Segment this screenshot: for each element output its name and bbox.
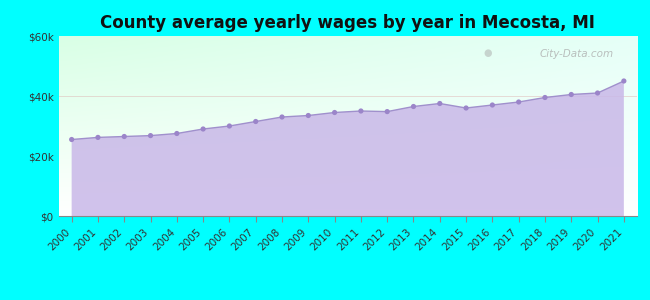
Point (119, 134, 129, 139)
Point (540, 95, 550, 100)
Point (198, 127, 208, 131)
Point (224, 124, 235, 128)
Point (303, 113, 313, 118)
Point (330, 110, 340, 115)
Polygon shape (72, 81, 624, 216)
Point (514, 100, 524, 104)
Point (66, 137, 77, 142)
Text: City-Data.com: City-Data.com (540, 49, 614, 58)
Point (461, 106, 471, 110)
Point (566, 92, 577, 97)
Point (488, 103, 498, 107)
Point (93, 135, 103, 140)
Point (592, 91, 603, 95)
Point (172, 131, 182, 136)
Title: County average yearly wages by year in Mecosta, MI: County average yearly wages by year in M… (100, 14, 595, 32)
Point (250, 119, 261, 124)
Point (382, 109, 393, 114)
Point (619, 79, 629, 83)
Point (408, 104, 419, 109)
Text: ●: ● (484, 48, 492, 58)
Point (277, 115, 287, 119)
Point (356, 109, 366, 113)
Point (435, 101, 445, 106)
Point (146, 133, 156, 138)
